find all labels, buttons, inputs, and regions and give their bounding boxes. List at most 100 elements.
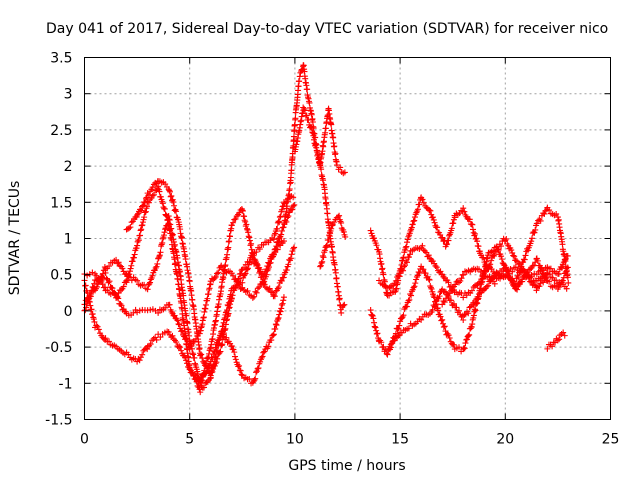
data-point [209,368,216,375]
data-point [469,221,476,228]
data-point [410,218,417,225]
data-point [405,325,412,332]
data-point [448,297,455,304]
data-point [408,292,415,299]
data-point [183,312,190,319]
data-point [431,219,438,226]
data-point [231,349,238,356]
data-point [236,275,243,282]
data-point [483,258,490,265]
data-point [253,369,260,376]
data-point [378,260,385,267]
data-point [184,336,191,343]
data-point [111,289,118,296]
data-point [275,314,282,321]
data-point [176,343,183,350]
series-track-f [281,62,348,316]
data-point [127,265,134,272]
data-point [258,354,265,361]
data-point [189,350,196,357]
data-point [326,232,333,239]
data-point [373,327,380,334]
data-point [306,99,313,106]
data-point [290,194,297,201]
data-point [242,218,249,225]
data-point [563,267,570,274]
data-point [330,134,337,141]
data-point [273,243,280,250]
data-point [93,322,100,329]
data-point [249,249,256,256]
data-point [147,341,154,348]
data-point [336,212,343,219]
data-point [263,266,270,273]
data-point [128,262,135,269]
data-point [197,389,204,396]
data-point [191,360,198,367]
data-point [474,238,481,245]
data-point [230,346,237,353]
data-point [270,331,277,338]
data-point [212,344,219,351]
data-point [465,310,472,317]
data-point [324,210,331,217]
data-point [120,283,127,290]
data-point [331,261,338,268]
data-point [259,353,266,360]
data-point [530,281,537,288]
data-point [89,269,96,276]
data-point [483,255,490,262]
data-point [285,261,292,268]
x-tick-label: 25 [602,432,620,448]
data-point [546,207,553,214]
data-point [510,281,517,288]
data-point [485,265,492,272]
data-point [144,286,151,293]
data-point [405,254,412,261]
data-point [279,300,286,307]
data-point [472,230,479,237]
data-point [174,317,181,324]
x-axis-label: GPS time / hours [288,458,405,474]
data-point [517,263,524,270]
data-point [152,264,159,271]
data-point [470,312,477,319]
data-point [142,209,149,216]
data-point [260,349,267,356]
data-point [437,268,444,275]
data-point [226,233,233,240]
data-point [213,359,220,366]
data-point [338,219,345,226]
data-point [271,293,278,300]
data-point [174,276,181,283]
series-track-e [123,178,298,379]
data-point [309,129,316,136]
y-tick-label: -1.5 [45,413,72,429]
data-point [169,231,176,238]
data-point [171,256,178,263]
data-point [413,273,420,280]
data-point [472,307,479,314]
data-point [546,278,553,285]
data-point [450,300,457,307]
data-point [194,382,201,389]
data-point [276,311,283,318]
data-point [161,229,168,236]
data-point [139,222,146,229]
data-point [163,222,170,229]
data-point [341,169,348,176]
data-point [99,270,106,277]
data-point [546,271,553,278]
data-point [461,311,468,318]
data-point [319,252,326,259]
data-point [452,281,459,288]
data-point [510,252,517,259]
data-point [241,213,248,220]
data-point [340,228,347,235]
data-point [106,338,113,345]
data-point [450,220,457,227]
data-point [129,258,136,265]
data-point [257,266,264,273]
data-point [532,259,539,266]
y-tick-label: 1 [64,232,73,248]
